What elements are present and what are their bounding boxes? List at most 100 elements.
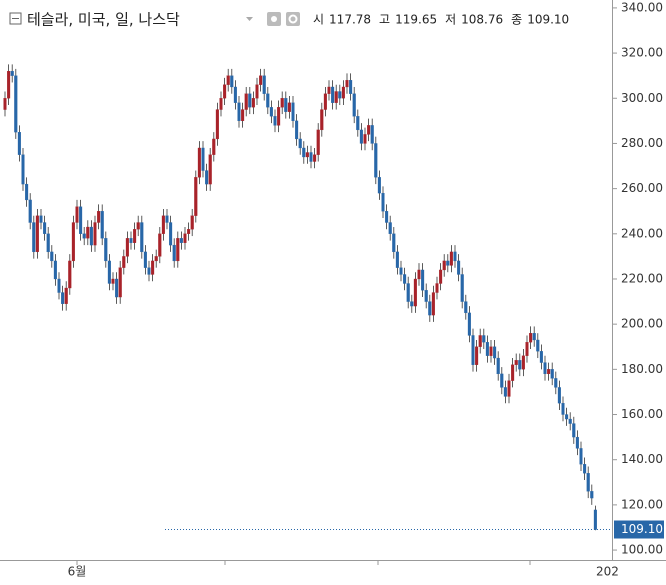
- candle-body: [223, 84, 227, 99]
- candle-body: [316, 129, 320, 155]
- candle-body: [579, 448, 583, 465]
- candle-body: [305, 152, 309, 158]
- candle-body: [118, 267, 122, 298]
- candle-body: [133, 229, 137, 243]
- candle-body: [514, 360, 518, 365]
- settings-icon-gear: [288, 14, 298, 24]
- candle-body: [50, 251, 54, 262]
- candle-body: [334, 91, 338, 103]
- candle-body: [532, 333, 536, 341]
- candle-body: [593, 509, 597, 530]
- candle-body: [17, 132, 21, 155]
- candle-body: [147, 267, 151, 275]
- candle-body: [446, 260, 450, 266]
- candle-body: [525, 342, 529, 356]
- candle-body: [590, 491, 594, 499]
- candle-body: [392, 233, 396, 253]
- last-price-box: [614, 520, 664, 539]
- candle-body: [68, 260, 72, 289]
- candle-body: [359, 129, 363, 144]
- candle-body: [115, 278, 119, 298]
- y-tick-label: 200.00: [621, 317, 663, 331]
- candle-body: [251, 98, 255, 108]
- collapse-icon[interactable]: [9, 12, 22, 25]
- candle-body: [161, 215, 165, 234]
- candle-body: [7, 71, 11, 99]
- candle-body: [511, 364, 515, 381]
- candle-body: [183, 233, 187, 243]
- candle-body: [363, 134, 367, 144]
- candle-body: [543, 362, 547, 375]
- candle-body: [341, 86, 345, 99]
- candle-body: [197, 147, 201, 178]
- candle-body: [478, 335, 482, 347]
- candle-body: [32, 222, 36, 253]
- candle-body: [158, 233, 162, 257]
- candle-body: [554, 378, 558, 388]
- plot-area: [3, 64, 597, 531]
- candle-body: [298, 138, 302, 149]
- candle-body: [507, 380, 511, 397]
- candle-body: [255, 84, 259, 99]
- y-tick-label: 100.00: [621, 543, 663, 557]
- candle-body: [331, 86, 335, 103]
- candle-body: [503, 387, 507, 397]
- quote: 시 117.78 고 119.65 저 108.76 종 109.10: [313, 13, 569, 27]
- y-tick-label: 300.00: [621, 91, 663, 105]
- candle-body: [190, 215, 194, 230]
- quote-label: 시: [313, 13, 324, 27]
- candle-body: [201, 147, 205, 171]
- candle-body: [457, 260, 461, 275]
- y-tick-label: 320.00: [621, 46, 663, 60]
- candle-body: [309, 152, 313, 162]
- candle-body: [280, 98, 284, 108]
- candle-body: [413, 278, 417, 307]
- quote-label: 고: [379, 13, 390, 27]
- candle-body: [143, 251, 147, 268]
- quote-label: 종: [511, 13, 522, 27]
- candle-body: [521, 355, 525, 370]
- candle-body: [417, 269, 421, 280]
- candle-body: [327, 86, 331, 94]
- candle-body: [165, 215, 169, 223]
- candle-body: [122, 256, 126, 268]
- y-tick-label: 180.00: [621, 362, 663, 376]
- candle-body: [449, 251, 453, 266]
- y-tick-label: 220.00: [621, 271, 663, 285]
- candle-body: [467, 312, 471, 336]
- candle-body: [295, 120, 299, 140]
- candle-body: [10, 71, 14, 76]
- year-label: 202: [596, 565, 619, 579]
- candle-body: [385, 211, 389, 223]
- candle-body: [269, 107, 273, 117]
- candle-body: [583, 464, 587, 474]
- candle-body: [536, 339, 540, 352]
- quote-value: 108.76: [461, 13, 503, 27]
- candle-body: [518, 360, 522, 370]
- candle-body: [557, 387, 561, 404]
- candle-body: [428, 301, 432, 316]
- candle-body: [565, 414, 569, 420]
- candle-body: [64, 287, 68, 304]
- candle-body: [431, 292, 435, 316]
- candle-body: [212, 138, 216, 155]
- candle-body: [403, 274, 407, 284]
- dropdown-arrow[interactable]: [246, 17, 253, 21]
- candle-body: [46, 233, 50, 253]
- candle-body: [561, 403, 565, 415]
- candle-body: [349, 80, 353, 94]
- settings-icon[interactable]: [286, 12, 300, 26]
- y-tick-label: 120.00: [621, 497, 663, 511]
- candle-body: [352, 93, 356, 117]
- candle-body: [388, 222, 392, 234]
- candle-body: [320, 109, 324, 131]
- candle-body: [125, 238, 129, 257]
- candle-body: [550, 369, 554, 379]
- price-axis: 100.00 120.00 140.00 160.00 180.00 200.00 220.…: [612, 0, 663, 557]
- candle-body: [485, 342, 489, 356]
- candle-body: [287, 102, 291, 112]
- y-tick-label: 260.00: [621, 181, 663, 195]
- candle-body: [395, 251, 399, 268]
- quote-label: 저: [445, 13, 456, 27]
